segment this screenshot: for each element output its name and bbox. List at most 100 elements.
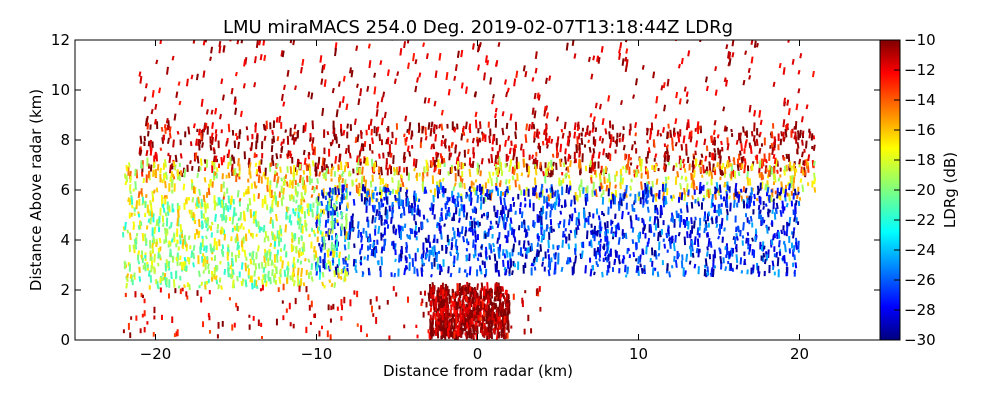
clutter-dash — [547, 135, 551, 144]
layer-cell — [161, 276, 165, 282]
layer-cell — [685, 204, 689, 213]
x-tick-label: −10 — [301, 345, 333, 363]
layer-cell — [726, 184, 730, 191]
layer-cell — [227, 123, 231, 133]
layer-cell — [784, 188, 787, 198]
layer-cell — [321, 157, 325, 167]
layer-cell — [206, 227, 210, 232]
layer-cell — [169, 241, 172, 247]
layer-cell — [775, 208, 778, 215]
clutter-dash — [527, 124, 531, 132]
clutter-dash — [677, 63, 681, 69]
layer-cell — [263, 273, 267, 280]
layer-cell — [657, 189, 661, 199]
layer-cell — [451, 331, 455, 339]
layer-cell — [130, 212, 134, 218]
layer-cell — [442, 326, 445, 331]
layer-cell — [486, 282, 489, 291]
layer-cell — [452, 324, 456, 333]
layer-cell — [635, 165, 639, 170]
layer-cell — [788, 193, 791, 202]
clutter-dash — [519, 143, 523, 151]
layer-cell — [501, 286, 505, 292]
clutter-dash — [294, 85, 297, 91]
layer-cell — [650, 187, 653, 197]
layer-cell — [297, 250, 301, 258]
layer-cell — [377, 201, 381, 210]
clutter-dash — [482, 72, 486, 81]
layer-cell — [762, 206, 765, 210]
layer-cell — [269, 206, 272, 214]
layer-cell — [719, 256, 723, 264]
layer-cell — [359, 130, 363, 139]
layer-cell — [533, 221, 536, 229]
layer-cell — [460, 226, 464, 235]
layer-cell — [686, 183, 689, 193]
clutter-dash — [712, 136, 716, 145]
layer-cell — [496, 237, 500, 244]
layer-cell — [359, 261, 363, 266]
layer-cell — [761, 181, 764, 188]
clutter-dash — [412, 53, 416, 62]
layer-cell — [307, 258, 311, 263]
layer-cell — [441, 185, 445, 193]
layer-cell — [713, 147, 717, 153]
colorbar-tick-label: −30 — [904, 331, 936, 349]
layer-cell — [498, 299, 502, 308]
layer-cell — [392, 226, 395, 234]
layer-cell — [264, 196, 267, 205]
layer-cell — [294, 207, 298, 212]
layer-cell — [441, 193, 445, 198]
layer-cell — [783, 165, 787, 172]
layer-cell — [493, 317, 496, 322]
layer-cell — [758, 131, 762, 136]
clutter-dash — [405, 136, 409, 143]
clutter-dash — [282, 84, 286, 90]
layer-cell — [390, 140, 393, 145]
layer-cell — [182, 183, 186, 191]
clutter-dash — [464, 121, 468, 130]
layer-cell — [332, 244, 336, 252]
layer-cell — [153, 164, 156, 169]
layer-cell — [397, 224, 401, 234]
layer-cell — [527, 171, 531, 175]
layer-cell — [604, 251, 607, 257]
clutter-dash — [722, 106, 726, 112]
layer-cell — [464, 230, 467, 237]
layer-cell — [485, 189, 489, 198]
layer-cell — [743, 164, 747, 174]
layer-cell — [430, 273, 433, 278]
layer-cell — [465, 272, 469, 278]
clutter-dash — [728, 51, 732, 60]
layer-cell — [573, 248, 577, 256]
layer-cell — [789, 179, 793, 188]
clutter-dash — [771, 148, 775, 156]
layer-cell — [368, 233, 372, 243]
layer-cell — [400, 212, 403, 219]
layer-cell — [356, 134, 360, 143]
clutter-dash — [158, 87, 162, 94]
layer-cell — [399, 253, 403, 259]
layer-cell — [408, 122, 412, 131]
clutter-dash — [407, 62, 410, 69]
layer-cell — [642, 219, 646, 226]
layer-cell — [645, 156, 648, 164]
clutter-dash — [383, 111, 387, 119]
clutter-dash — [811, 70, 815, 78]
layer-cell — [792, 231, 795, 239]
layer-cell — [335, 240, 339, 249]
layer-cell — [700, 153, 704, 159]
layer-cell — [726, 250, 730, 255]
layer-cell — [329, 141, 333, 147]
clutter-dash — [577, 132, 581, 140]
layer-cell — [783, 169, 786, 176]
clutter-dash — [382, 91, 386, 98]
layer-cell — [288, 194, 292, 202]
layer-cell — [408, 150, 412, 157]
clutter-dash — [728, 58, 732, 66]
layer-cell — [491, 225, 494, 230]
layer-cell — [605, 246, 609, 254]
layer-cell — [684, 176, 688, 181]
layer-cell — [453, 309, 457, 314]
layer-cell — [462, 236, 466, 243]
